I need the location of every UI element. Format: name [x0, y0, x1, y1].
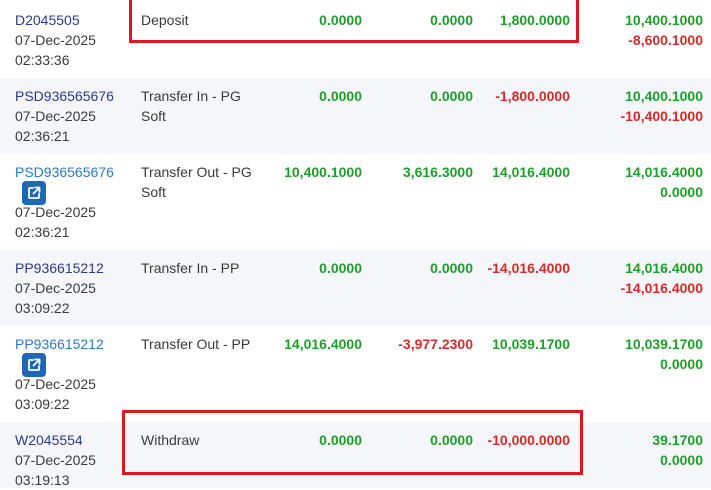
transaction-time: 03:09:22: [15, 396, 70, 412]
table-row: PSD936565676 07-Dec-2025 02:36:21 Transf…: [0, 78, 711, 154]
amount-col-3: 1,800.0000: [499, 12, 570, 28]
amount-col-2: 0.0000: [430, 88, 473, 104]
amount-col-1: 0.0000: [319, 12, 362, 28]
transaction-type: Transfer In - PG: [141, 88, 241, 104]
balance-after: -10,400.1000: [620, 108, 703, 124]
table-row: PP936615212 07-Dec-2025 03:09:22 Transfe…: [0, 326, 711, 422]
transaction-id: W2045554: [15, 432, 83, 448]
transaction-type-cont: Soft: [141, 108, 166, 124]
transaction-id-link[interactable]: PP936615212: [15, 336, 104, 352]
balance-after: 0.0000: [660, 184, 703, 200]
balance-after: 0.0000: [660, 356, 703, 372]
amount-col-2: 3,616.3000: [402, 164, 473, 180]
amount-col-1: 0.0000: [319, 88, 362, 104]
amount-col-2: 0.0000: [430, 12, 473, 28]
open-transaction-button[interactable]: [22, 181, 46, 205]
balance-before: 10,400.1000: [625, 88, 703, 104]
transaction-time: 02:36:21: [15, 224, 70, 240]
balance-before: 14,016.4000: [625, 260, 703, 276]
balance-after: -14,016.4000: [620, 280, 703, 296]
external-link-icon: [28, 358, 41, 371]
balance-after: -8,600.1000: [628, 32, 703, 48]
transaction-date: 07-Dec-2025: [15, 32, 96, 48]
amount-col-3: -14,016.4000: [487, 260, 570, 276]
amount-col-1: 14,016.4000: [284, 336, 362, 352]
amount-col-2: 0.0000: [430, 432, 473, 448]
highlight-box-deposit: [129, 0, 579, 43]
balance-before: 10,400.1000: [625, 12, 703, 28]
table-row: D2045505 07-Dec-2025 02:33:36 Deposit 0.…: [0, 0, 711, 78]
balance-before: 10,039.1700: [625, 336, 703, 352]
amount-col-3: -1,800.0000: [495, 88, 570, 104]
transaction-date: 07-Dec-2025: [15, 452, 96, 468]
transaction-time: 02:33:36: [15, 52, 70, 68]
transaction-date: 07-Dec-2025: [15, 108, 96, 124]
transaction-type: Transfer Out - PG: [141, 164, 252, 180]
amount-col-1: 0.0000: [319, 260, 362, 276]
transaction-time: 02:36:21: [15, 128, 70, 144]
transaction-date: 07-Dec-2025: [15, 280, 96, 296]
amount-col-3: 10,039.1700: [492, 336, 570, 352]
transaction-type-cont: Soft: [141, 184, 166, 200]
table-row: PP936615212 07-Dec-2025 03:09:22 Transfe…: [0, 250, 711, 326]
balance-after: 0.0000: [660, 452, 703, 468]
balance-before: 14,016.4000: [625, 164, 703, 180]
transaction-id: D2045505: [15, 12, 80, 28]
transaction-type: Transfer Out - PP: [141, 336, 251, 352]
transaction-id: PP936615212: [15, 260, 104, 276]
transaction-type: Withdraw: [141, 432, 200, 448]
highlight-box-withdraw: [122, 410, 583, 475]
amount-col-2: 0.0000: [430, 260, 473, 276]
amount-col-3: 14,016.4000: [492, 164, 570, 180]
transaction-time: 03:19:13: [15, 472, 70, 488]
amount-col-3: -10,000.0000: [487, 432, 570, 448]
amount-col-2: -3,977.2300: [398, 336, 473, 352]
amount-col-1: 10,400.1000: [284, 164, 362, 180]
amount-col-1: 0.0000: [319, 432, 362, 448]
external-link-icon: [28, 186, 41, 199]
transaction-time: 03:09:22: [15, 300, 70, 316]
transaction-type: Deposit: [141, 12, 189, 28]
table-row: W2045554 07-Dec-2025 03:19:13 Withdraw 0…: [0, 422, 711, 488]
transaction-id-link[interactable]: PSD936565676: [15, 164, 114, 180]
transaction-type: Transfer In - PP: [141, 260, 240, 276]
transaction-date: 07-Dec-2025: [15, 376, 96, 392]
table-row: PSD936565676 07-Dec-2025 02:36:21 Transf…: [0, 154, 711, 250]
transaction-id: PSD936565676: [15, 88, 114, 104]
transaction-date: 07-Dec-2025: [15, 204, 96, 220]
balance-before: 39.1700: [652, 432, 703, 448]
open-transaction-button[interactable]: [22, 353, 46, 377]
